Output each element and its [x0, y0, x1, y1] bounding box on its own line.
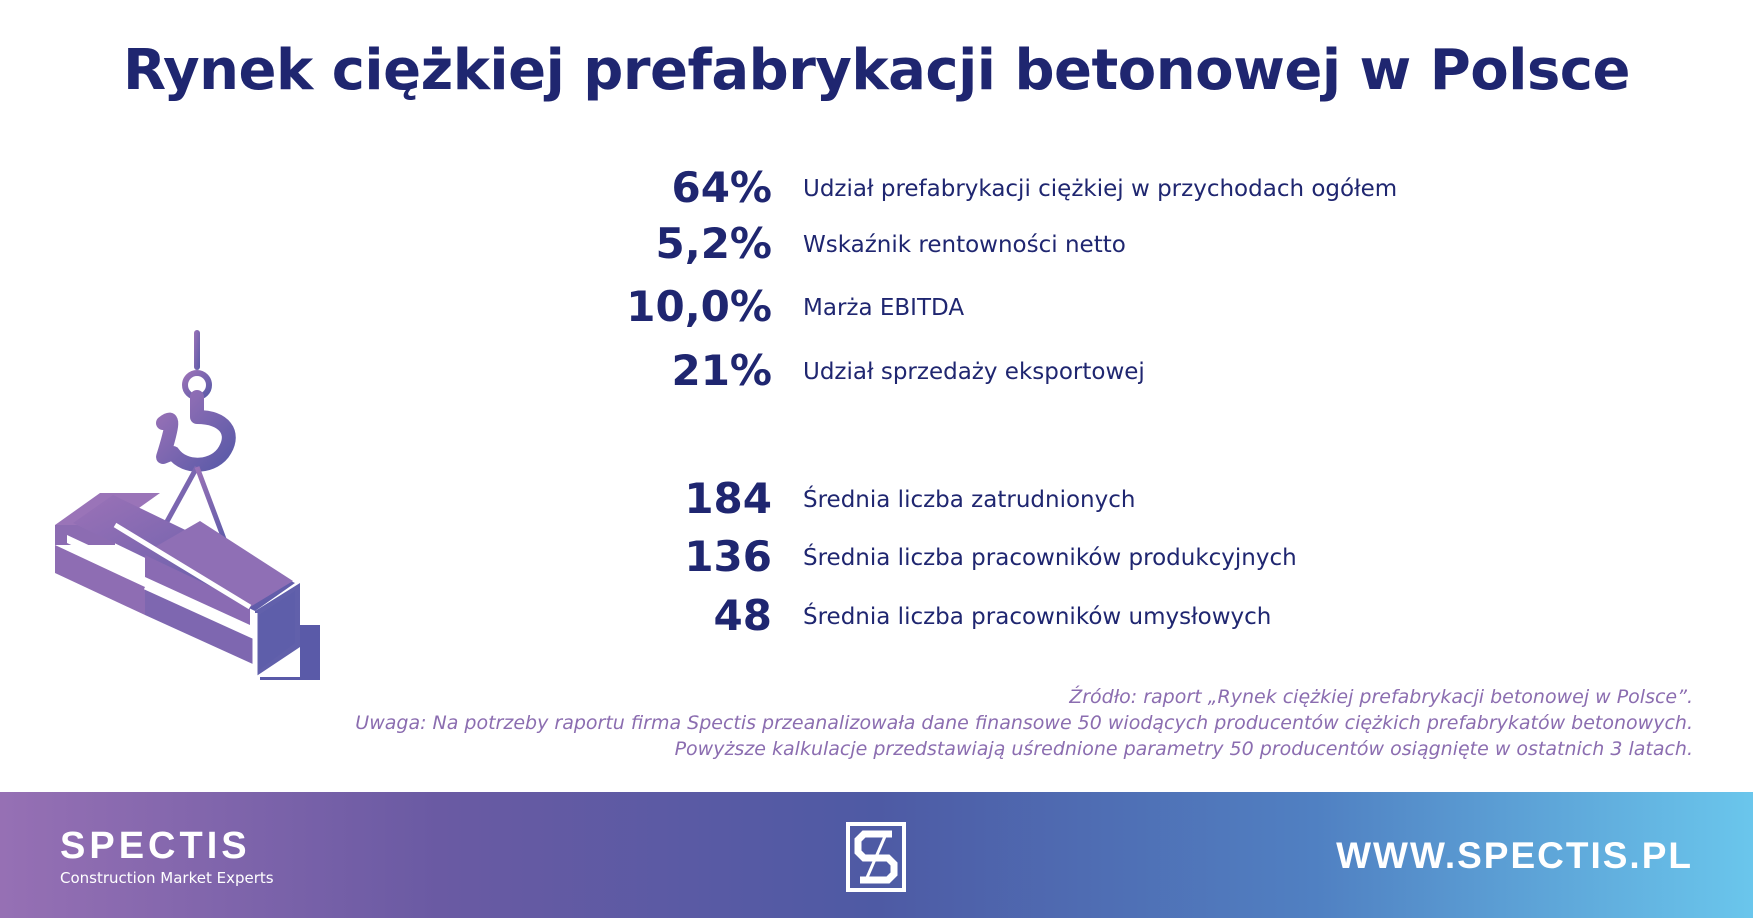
- stat-ebitda-margin: 10,0% Marża EBITDA: [0, 277, 1753, 337]
- stat-label: Udział sprzedaży eksportowej: [803, 359, 1145, 385]
- stat-value: 48: [713, 591, 772, 640]
- footnotes: Źródło: raport „Rynek ciężkiej prefabryk…: [293, 684, 1693, 762]
- footer-bar: SPECTIS Construction Market Experts WWW.…: [0, 792, 1753, 918]
- stat-label: Marża EBITDA: [803, 295, 965, 321]
- brand-name: SPECTIS: [60, 825, 251, 867]
- stat-value: 10,0%: [626, 282, 772, 331]
- stat-label: Średnia liczba pracowników umysłowych: [803, 604, 1272, 630]
- stat-label: Średnia liczba pracowników produkcyjnych: [803, 545, 1297, 571]
- remark-note: Uwaga: Na potrzeby raportu firma Spectis…: [355, 712, 1693, 734]
- page-title: Rynek ciężkiej prefabrykacji betonowej w…: [123, 38, 1630, 103]
- stat-value: 21%: [671, 346, 772, 395]
- stat-revenue-share: 64% Udział prefabrykacji ciężkiej w przy…: [0, 158, 1753, 218]
- spectis-s-logo-icon: [846, 822, 906, 896]
- website-link[interactable]: WWW.SPECTIS.PL: [1336, 835, 1693, 876]
- stat-avg-production-workers: 136 Średnia liczba pracowników produkcyj…: [0, 527, 1753, 587]
- stat-avg-employees: 184 Średnia liczba zatrudnionych: [0, 469, 1753, 529]
- stat-label: Średnia liczba zatrudnionych: [803, 487, 1136, 513]
- stat-label: Wskaźnik rentowności netto: [803, 232, 1126, 258]
- stat-value: 136: [684, 532, 772, 581]
- stat-label: Udział prefabrykacji ciężkiej w przychod…: [803, 176, 1398, 202]
- stat-value: 184: [684, 474, 772, 523]
- crane-hook-lifting-beams-icon: [55, 325, 360, 684]
- source-note: Źródło: raport „Rynek ciężkiej prefabryk…: [1069, 686, 1693, 708]
- stat-value: 5,2%: [655, 219, 772, 268]
- stat-net-profitability: 5,2% Wskaźnik rentowności netto: [0, 214, 1753, 274]
- stat-export-share: 21% Udział sprzedaży eksportowej: [0, 341, 1753, 401]
- brand-tagline: Construction Market Experts: [60, 869, 274, 887]
- stat-value: 64%: [671, 163, 772, 212]
- stat-avg-office-workers: 48 Średnia liczba pracowników umysłowych: [0, 586, 1753, 646]
- remark-note: Powyższe kalkulacje przedstawiają uśredn…: [674, 738, 1693, 760]
- brand: SPECTIS Construction Market Experts: [60, 826, 274, 888]
